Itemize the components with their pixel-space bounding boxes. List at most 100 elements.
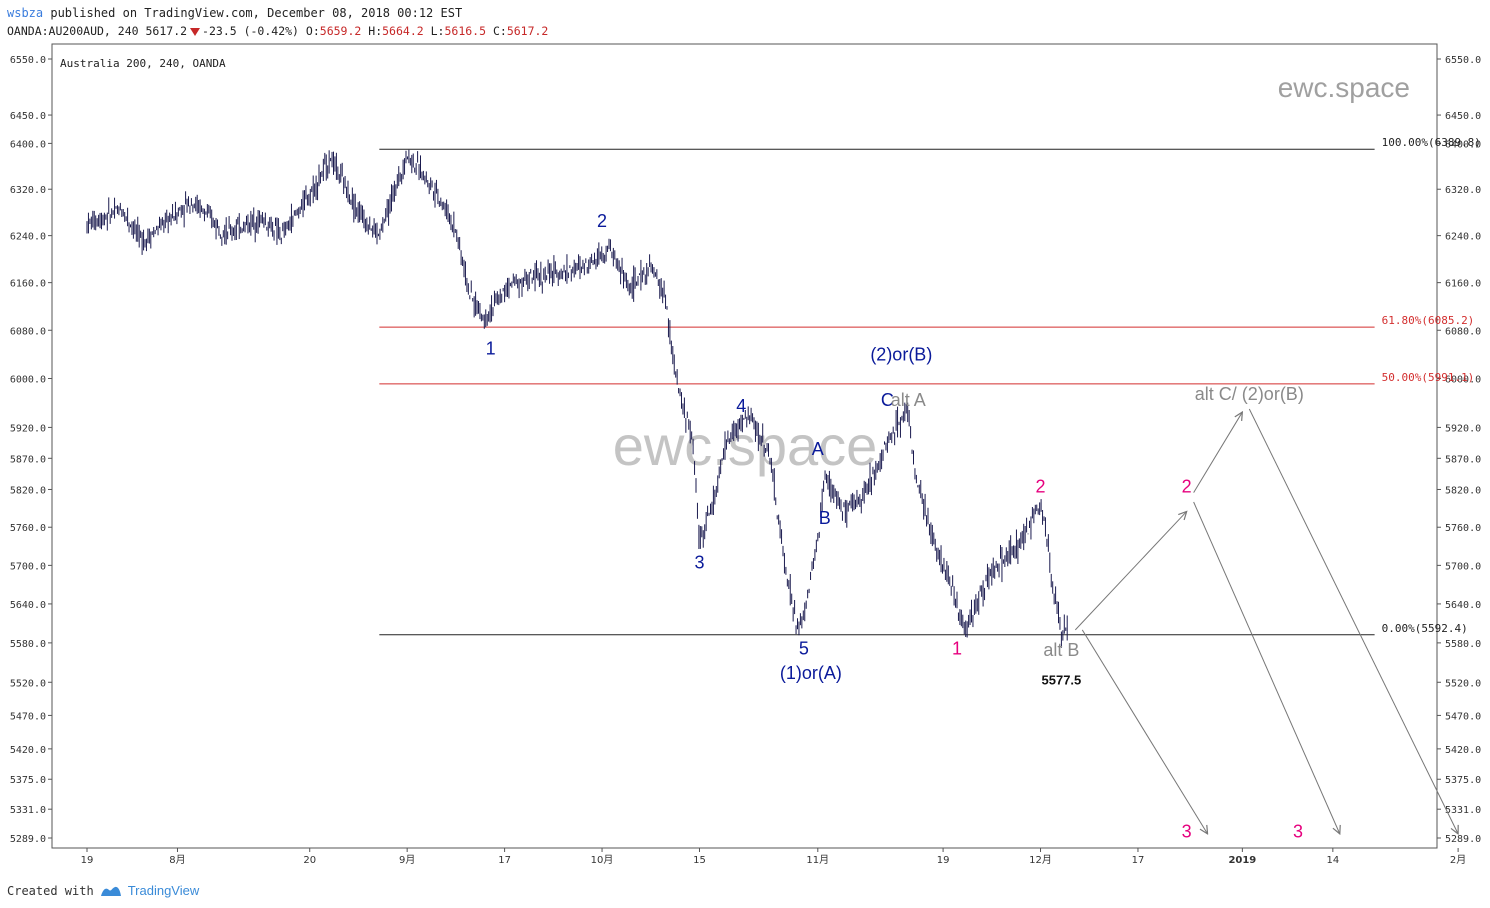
y-tick-label-left: 5870.0 [10,454,46,465]
fib-level-label: 0.00%(5592.4) [1382,622,1468,635]
wave-label: 2 [1036,477,1046,497]
wave-label: (2)or(B) [870,344,932,364]
x-tick-label: 19 [937,855,950,866]
x-tick-label: 8月 [169,854,185,866]
y-tick-label-right: 6450.0 [1445,111,1481,122]
publish-info: wsbza published on TradingView.com, Dece… [7,6,462,20]
x-tick-label: 9月 [399,854,415,866]
wave-label: 3 [1293,821,1303,841]
y-tick-label-left: 6320.0 [10,185,46,196]
y-tick-label-right: 6320.0 [1445,185,1481,196]
y-tick-label-left: 6080.0 [10,326,46,337]
y-tick-label-left: 6450.0 [10,111,46,122]
y-tick-label-right: 6400.0 [1445,139,1481,150]
y-tick-label-right: 5700.0 [1445,561,1481,572]
x-tick-label: 14 [1326,855,1339,866]
fib-level-label: 50.00%(5991.1) [1382,371,1475,384]
y-tick-label-left: 5289.0 [10,834,46,845]
projection-arrow [1074,511,1186,631]
y-tick-label-left: 5520.0 [10,678,46,689]
low-price-annotation: 5577.5 [1042,673,1082,688]
x-tick-label: 10月 [591,854,614,866]
candles [86,149,1068,648]
y-tick-label-right: 5820.0 [1445,485,1481,496]
wave-label: 4 [736,396,746,416]
projection-arrow [1081,629,1207,834]
y-tick-label-left: 5640.0 [10,600,46,611]
close-value: 5617.2 [506,24,549,38]
tradingview-brand[interactable]: TradingView [127,883,200,898]
wave-label: 1 [486,338,496,358]
fib-level-label: 61.80%(6085.2) [1382,314,1475,327]
symbol-interval: OANDA:AU200AUD, 240 [7,24,139,38]
y-tick-label-left: 5820.0 [10,485,46,496]
y-tick-label-left: 5375.0 [10,775,46,786]
published-text: published on TradingView.com, December 0… [50,6,463,20]
wave-label: A [812,439,824,459]
y-tick-label-right: 6160.0 [1445,279,1481,290]
projection-arrow [1248,408,1458,834]
y-tick-label-left: 5331.0 [10,805,46,816]
y-tick-label-right: 5470.0 [1445,711,1481,722]
footer: Created with TradingView [7,883,199,898]
y-tick-label-left: 5470.0 [10,711,46,722]
y-tick-label-right: 6240.0 [1445,232,1481,243]
projection-arrow [1193,412,1243,493]
x-tick-label: 17 [498,855,511,866]
y-tick-label-left: 5700.0 [10,561,46,572]
wave-label: B [819,508,831,528]
watermark-large: ewc.space [613,414,878,477]
x-tick-label: 2月 [1450,854,1466,866]
author-link[interactable]: wsbza [7,6,44,20]
y-tick-label-right: 5640.0 [1445,600,1481,611]
wave-label: 2 [1182,477,1192,497]
y-tick-label-left: 5760.0 [10,523,46,534]
y-tick-label-right: 5331.0 [1445,805,1481,816]
wave-label: (1)or(A) [780,663,842,683]
y-tick-label-right: 5580.0 [1445,639,1481,650]
close-label: C: [492,24,507,38]
y-tick-label-right: 5520.0 [1445,678,1481,689]
y-tick-label-left: 6550.0 [10,55,46,66]
y-tick-label-right: 5870.0 [1445,454,1481,465]
wave-label: 1 [952,639,962,659]
wave-label: 3 [1182,821,1192,841]
fib-level-label: 100.00%(6389.8) [1382,136,1481,149]
x-tick-label: 19 [81,855,94,866]
y-tick-label-right: 5375.0 [1445,775,1481,786]
ohlc-line: OANDA:AU200AUD, 240 5617.2 -23.5 (-0.42%)… [7,24,548,38]
y-tick-label-left: 5420.0 [10,745,46,756]
wave-label: 3 [694,553,704,573]
wave-label: C [881,390,894,410]
x-tick-label: 17 [1132,855,1145,866]
y-tick-label-right: 6550.0 [1445,55,1481,66]
watermark-small: ewc.space [1278,72,1410,103]
x-tick-label: 15 [693,855,706,866]
high-label: H: [368,24,383,38]
y-tick-label-left: 6400.0 [10,139,46,150]
last-price: 5617.2 [145,24,188,38]
wave-label: alt A [891,390,926,410]
y-tick-label-right: 5920.0 [1445,423,1481,434]
y-tick-label-right: 5420.0 [1445,745,1481,756]
y-tick-label-left: 5920.0 [10,423,46,434]
open-label: O: [305,24,320,38]
x-tick-label: 20 [303,855,316,866]
price-change: -23.5 (-0.42%) [202,24,299,38]
wave-label: 2 [597,211,607,231]
y-tick-label-right: 5760.0 [1445,523,1481,534]
y-tick-label-left: 6160.0 [10,279,46,290]
y-tick-label-right: 5289.0 [1445,834,1481,845]
x-tick-label: 12月 [1029,854,1052,866]
x-tick-label: 2019 [1228,855,1256,866]
projection-arrow [1193,501,1340,834]
low-value: 5616.5 [444,24,487,38]
y-tick-label-right: 6080.0 [1445,326,1481,337]
low-label: L: [430,24,445,38]
open-value: 5659.2 [319,24,362,38]
created-with-text: Created with [7,883,94,898]
y-tick-label-left: 5580.0 [10,639,46,650]
wave-label: alt C/ (2)or(B) [1195,384,1304,404]
wave-label: alt B [1043,640,1079,660]
